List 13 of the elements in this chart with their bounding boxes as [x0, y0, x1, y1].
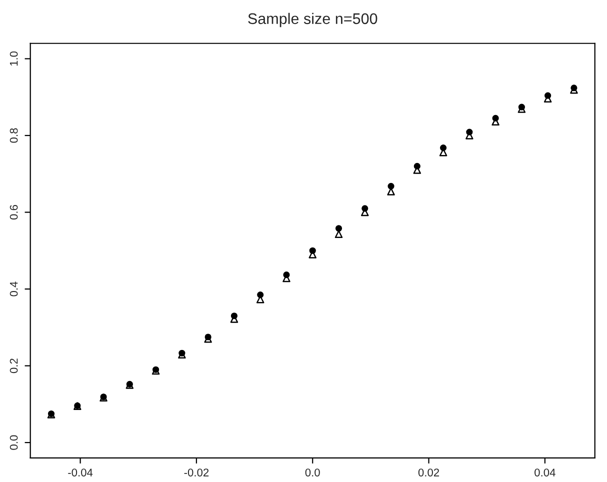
y-tick-label: 0.6	[10, 205, 18, 220]
x-tick-label: 0.0	[305, 468, 320, 476]
x-tick-label: -0.04	[68, 468, 93, 476]
y-tick-label: 0.2	[10, 358, 18, 374]
x-tick-label: 0.02	[418, 468, 440, 476]
point	[335, 225, 342, 232]
y-tick-label: 0.4	[10, 282, 18, 296]
x-tick-label: -0.02	[184, 468, 209, 476]
y-tick-label: 1.0	[10, 51, 18, 66]
y-tick-label: 0.8	[10, 128, 18, 143]
x-tick-label: 0.04	[534, 468, 556, 476]
chart-title: Sample size n=500	[248, 12, 378, 28]
y-tick-label: 0.0	[10, 435, 18, 450]
